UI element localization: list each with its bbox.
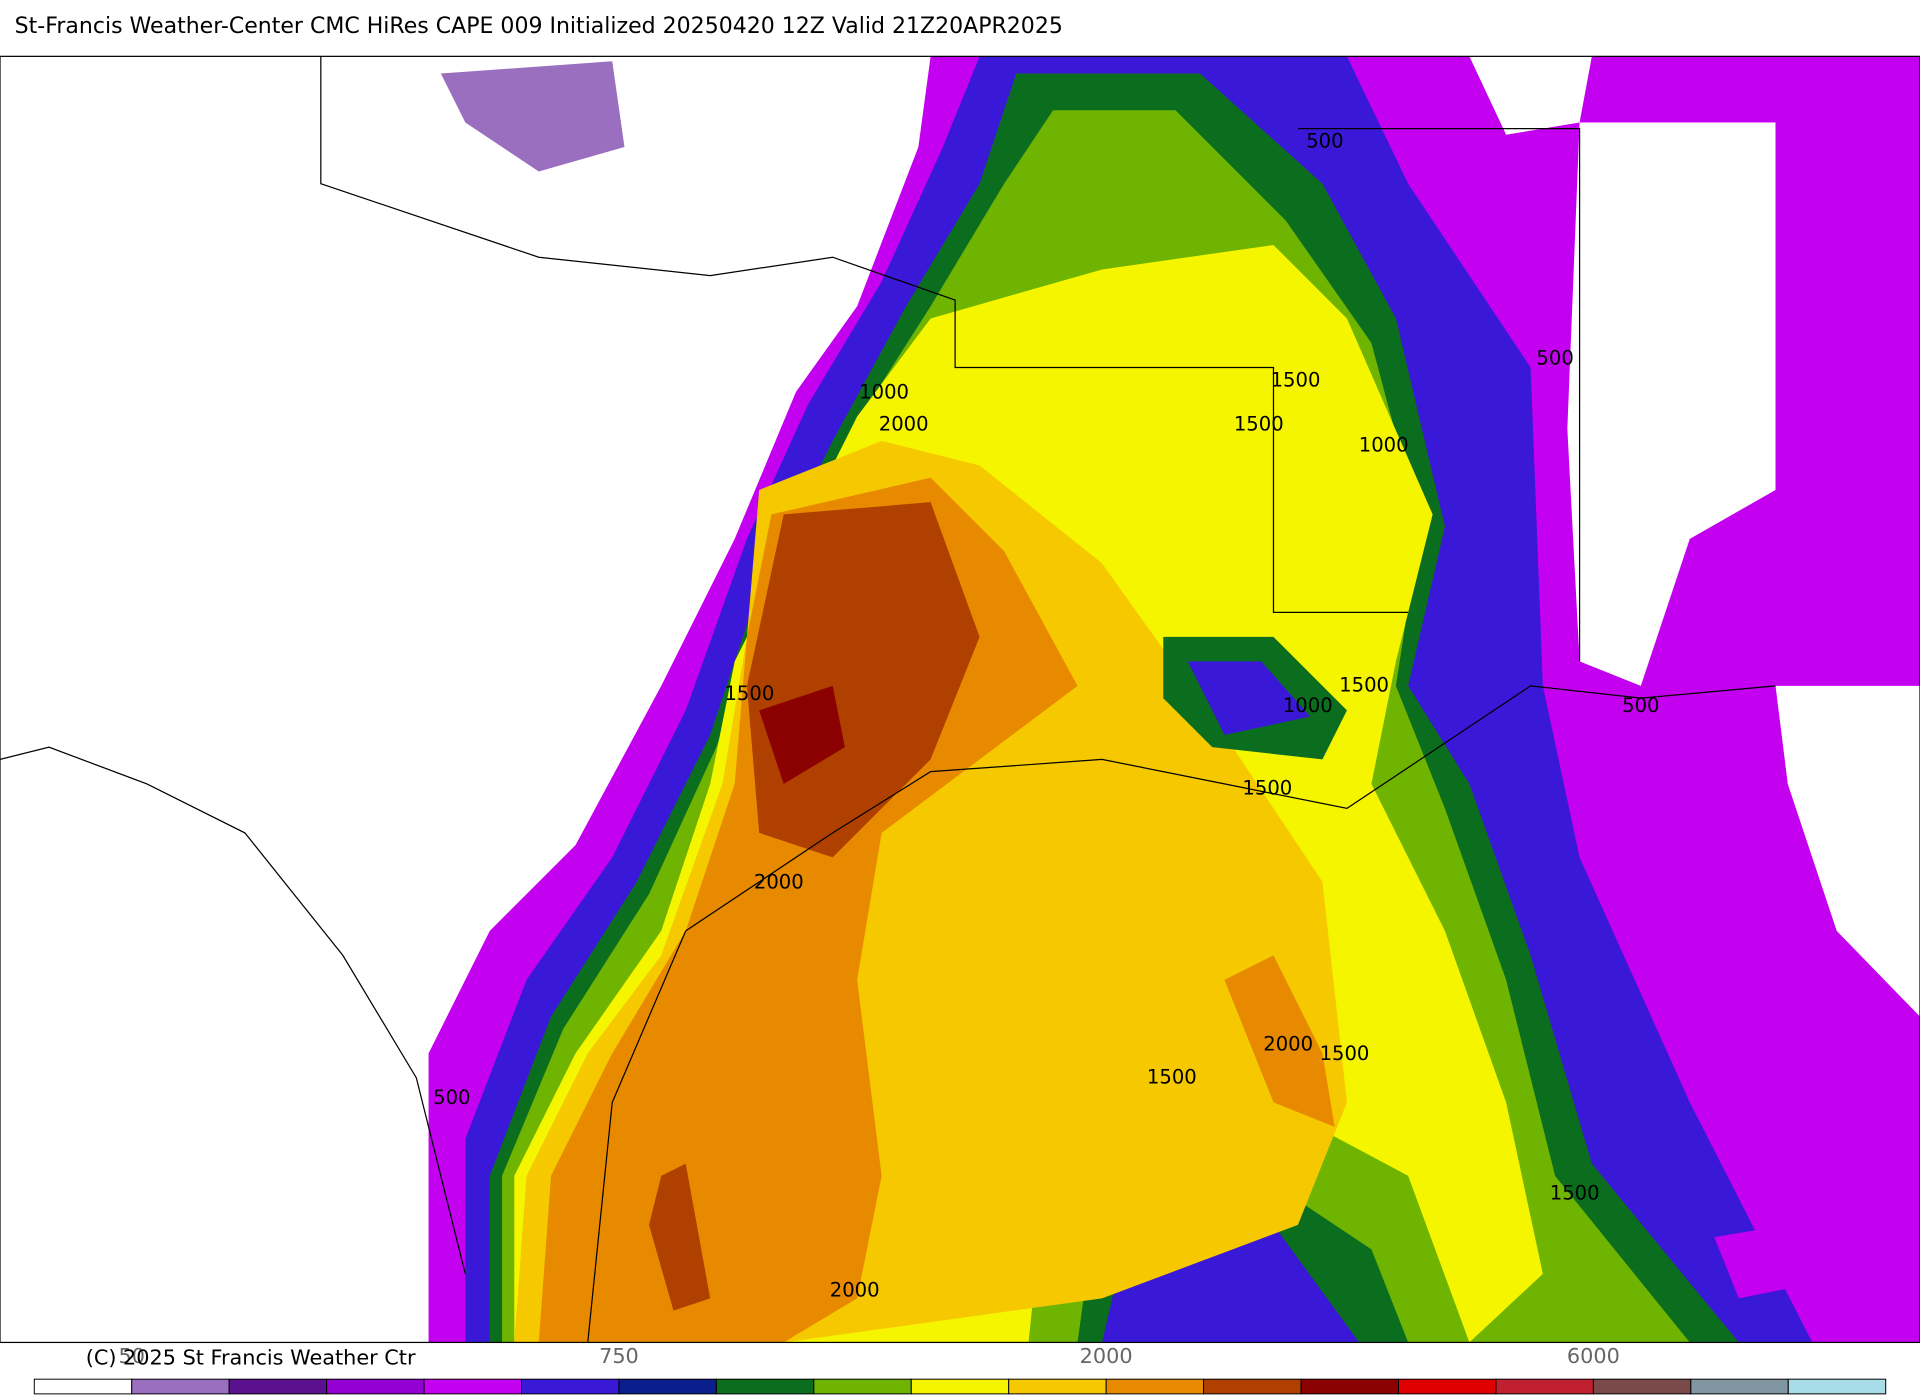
cape-area <box>1469 56 1592 135</box>
contour-label: 1500 <box>1550 1182 1600 1205</box>
coastline <box>587 685 1776 1343</box>
colorbar-swatch <box>1105 1378 1205 1395</box>
contour-label: 1000 <box>1359 433 1409 456</box>
contour-label: 1500 <box>1271 368 1321 391</box>
map <box>0 56 1920 1343</box>
colorbar-swatch <box>1203 1378 1302 1395</box>
colorbar-label: 50 <box>118 1344 144 1368</box>
contour-label: 500 <box>1306 130 1343 153</box>
map-frame <box>0 55 1920 1344</box>
colorbar-swatch <box>33 1378 133 1395</box>
contour-label: 500 <box>433 1086 470 1109</box>
contour-label: 1000 <box>1283 694 1333 717</box>
cape-area <box>648 1163 711 1311</box>
cape-area <box>1714 1224 1800 1299</box>
colorbar-swatch <box>1008 1378 1107 1395</box>
contour-label: 500 <box>1622 694 1659 717</box>
contour-label: 1500 <box>1242 776 1292 799</box>
contour-labels: 500 500 1500 1000 2000 1500 1000 1500 15… <box>433 130 1659 1302</box>
state-border <box>1297 127 1581 662</box>
colorbar-swatch <box>1592 1378 1692 1395</box>
colorbar-swatch <box>1787 1378 1887 1395</box>
colorbar-swatch <box>1300 1378 1399 1395</box>
colorbar-label: 2000 <box>1080 1344 1133 1368</box>
colorbar-swatch <box>715 1378 815 1395</box>
cape-area <box>759 685 845 784</box>
colorbar-swatch <box>1495 1378 1594 1395</box>
colorbar-swatch <box>131 1378 230 1395</box>
colorbar-swatch <box>423 1378 522 1395</box>
colorbar-swatch <box>910 1378 1010 1395</box>
contour-label: 2000 <box>754 871 804 894</box>
cape-area <box>1224 955 1335 1127</box>
colorbar-label: 6000 <box>1567 1344 1620 1368</box>
contour-label: 1500 <box>1234 413 1284 436</box>
copyright: (C) 2025 St Francis Weather Ctr <box>86 1345 416 1369</box>
state-border <box>320 56 1409 614</box>
contour-label: 500 <box>1536 346 1573 369</box>
contour-label: 1500 <box>1147 1065 1197 1088</box>
colorbar-swatch <box>326 1378 425 1395</box>
colorbar-swatch <box>228 1378 328 1395</box>
contour-label: 1000 <box>859 381 909 404</box>
colorbar-swatch <box>813 1378 912 1395</box>
contour-label: 2000 <box>879 413 929 436</box>
colorbar-swatch <box>521 1378 620 1395</box>
cape-area <box>1775 685 1920 1017</box>
colorbar-swatch <box>1398 1378 1497 1395</box>
cape-area <box>440 61 625 172</box>
contour-label: 1500 <box>724 682 774 705</box>
contour-label: 2000 <box>830 1278 880 1301</box>
colorbar-label: 750 <box>599 1344 639 1368</box>
cape-area <box>1567 122 1776 686</box>
colorbar: 50 750 2000 6000 <box>33 1344 1887 1395</box>
map-title: St-Francis Weather-Center CMC HiRes CAPE… <box>15 14 1063 39</box>
cape-area <box>1187 661 1311 735</box>
contour-label: 2000 <box>1263 1032 1313 1055</box>
contour-label: 1500 <box>1320 1042 1370 1065</box>
border-river <box>0 746 466 1274</box>
colorbar-swatch <box>618 1378 717 1395</box>
contour-label: 1500 <box>1339 673 1389 696</box>
colorbar-swatch <box>1690 1378 1789 1395</box>
